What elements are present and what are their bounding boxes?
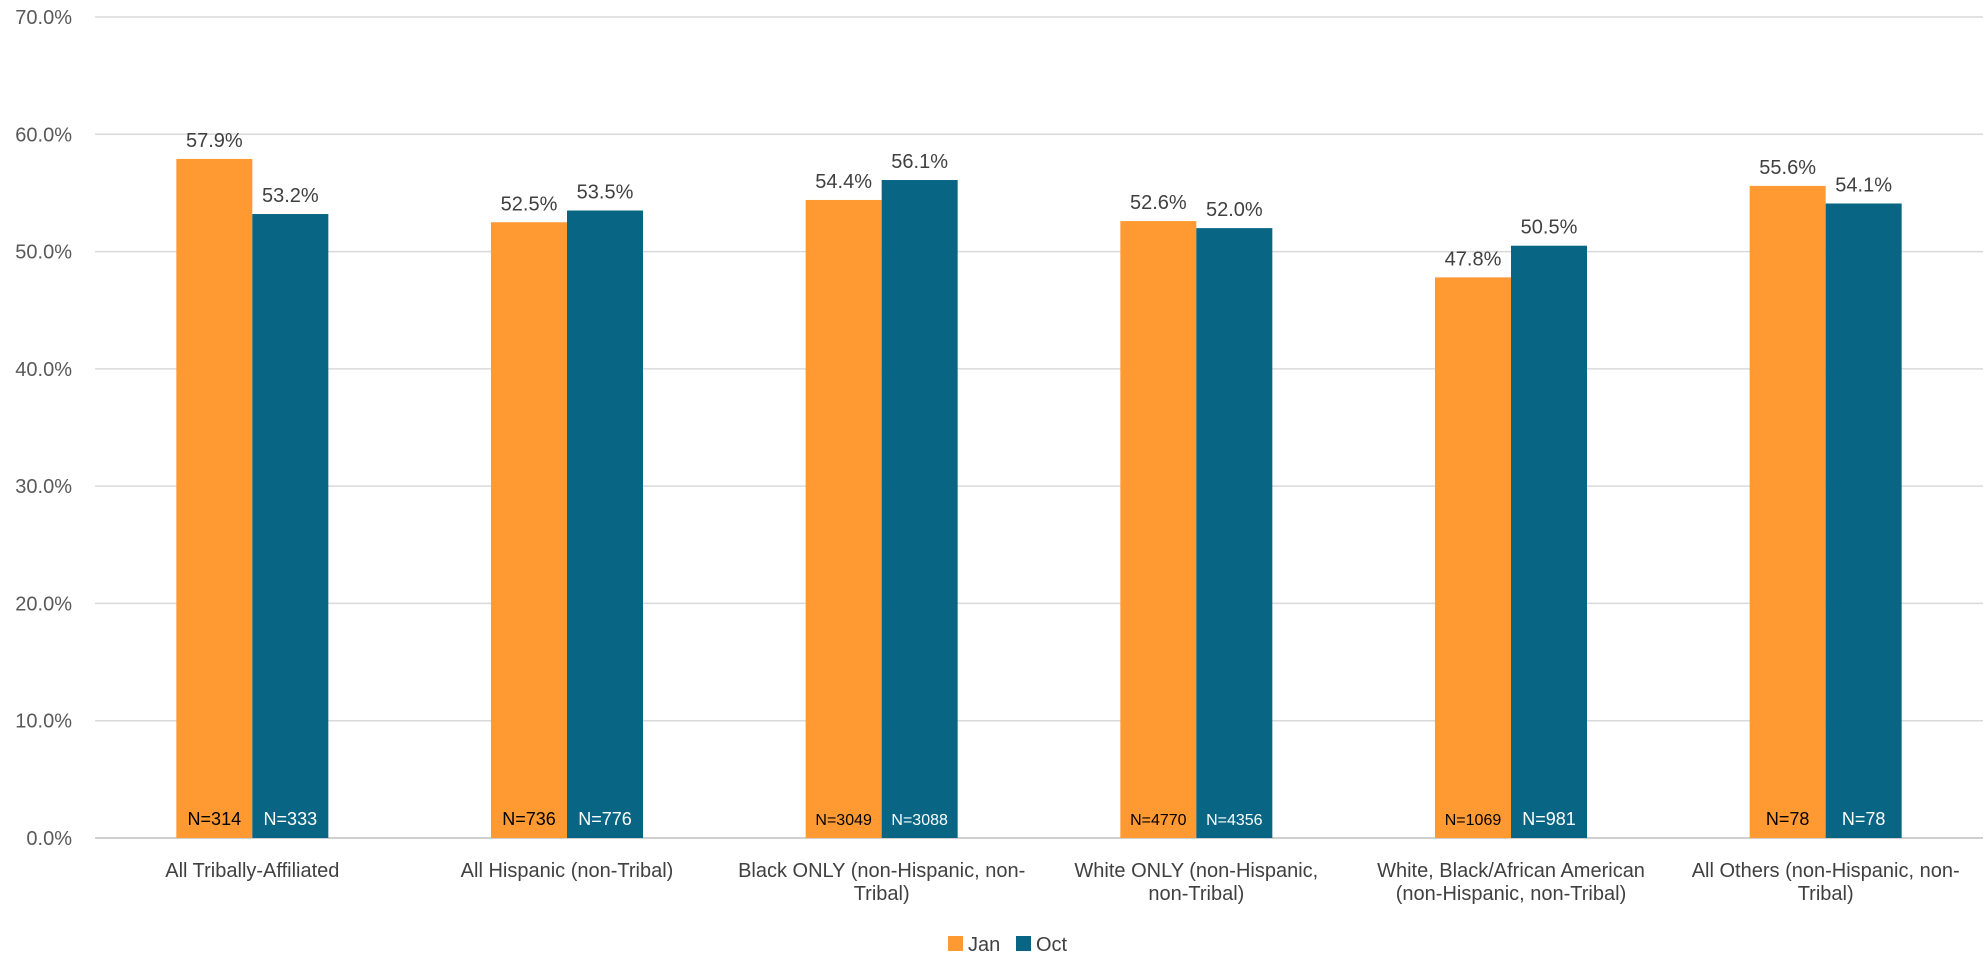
bar-oct <box>1511 245 1587 838</box>
n-label: N=776 <box>578 809 632 829</box>
n-label: N=4356 <box>1206 812 1263 829</box>
value-label: 53.5% <box>577 182 634 204</box>
y-tick-label: 70.0% <box>15 7 72 29</box>
bar-oct <box>252 214 329 839</box>
n-label: N=3049 <box>815 812 872 829</box>
category-label: Tribal) <box>1798 883 1854 905</box>
value-label: 57.9% <box>186 130 243 152</box>
value-label: 50.5% <box>1521 217 1578 239</box>
bar-oct <box>1825 203 1902 839</box>
n-label: N=78 <box>1766 809 1810 829</box>
bar-jan <box>176 158 253 838</box>
n-label: N=736 <box>502 809 556 829</box>
value-label: 52.0% <box>1206 199 1263 221</box>
y-tick-label: 50.0% <box>15 242 72 264</box>
y-tick-label: 40.0% <box>15 359 72 381</box>
bars <box>176 158 1902 839</box>
bar-jan <box>491 222 567 838</box>
gridlines <box>95 16 1983 839</box>
category-label: All Others (non-Hispanic, non- <box>1692 860 1960 882</box>
category-label: White, Black/African American <box>1377 860 1645 882</box>
legend-swatch-jan <box>948 936 963 951</box>
n-label: N=1069 <box>1445 812 1502 829</box>
legend-swatch-oct <box>1016 936 1031 951</box>
y-tick-label: 60.0% <box>15 124 72 146</box>
value-label: 52.6% <box>1130 192 1187 214</box>
value-label: 52.5% <box>501 193 558 215</box>
y-tick-label: 10.0% <box>15 711 72 733</box>
data-labels: 57.9% N=314 53.2% N=333 52.5% N=736 53.5% N=776… <box>186 130 1892 829</box>
y-axis-tick-labels: 0.0% 10.0% 20.0% 30.0% 40.0% 50.0% 60.0% 70.0% <box>15 7 72 850</box>
n-label: N=3088 <box>891 812 948 829</box>
n-label: N=981 <box>1522 809 1576 829</box>
y-tick-label: 0.0% <box>26 828 72 850</box>
legend-label-jan: Jan <box>968 934 1000 956</box>
bar-jan <box>1435 277 1511 839</box>
category-label: non-Tribal) <box>1148 883 1244 905</box>
category-label: (non-Hispanic, non-Tribal) <box>1396 883 1626 905</box>
category-label: All Hispanic (non-Tribal) <box>461 860 674 882</box>
bar-oct <box>1196 228 1273 839</box>
value-label: 47.8% <box>1445 248 1502 270</box>
x-axis-category-labels: All Tribally-Affiliated All Hispanic (non… <box>165 860 1959 905</box>
category-label: White ONLY (non-Hispanic, <box>1074 860 1318 882</box>
value-label: 54.4% <box>815 171 872 193</box>
n-label: N=333 <box>264 809 318 829</box>
value-label: 53.2% <box>262 185 319 207</box>
value-label: 54.1% <box>1835 174 1892 196</box>
legend: Jan Oct <box>948 934 1068 956</box>
bar-oct <box>567 210 643 838</box>
category-label: All Tribally-Affiliated <box>165 860 339 882</box>
bar-jan <box>1749 185 1826 839</box>
bar-oct <box>881 180 958 838</box>
category-label: Tribal) <box>854 883 910 905</box>
value-label: 55.6% <box>1759 157 1816 179</box>
y-tick-label: 30.0% <box>15 476 72 498</box>
n-label: N=78 <box>1842 809 1886 829</box>
legend-label-oct: Oct <box>1036 934 1068 956</box>
n-label: N=4770 <box>1130 812 1187 829</box>
y-tick-label: 20.0% <box>15 593 72 615</box>
category-label: Black ONLY (non-Hispanic, non- <box>738 860 1025 882</box>
n-label: N=314 <box>188 809 242 829</box>
value-label: 56.1% <box>891 151 948 173</box>
bar-jan <box>1120 221 1197 838</box>
bar-jan <box>805 199 882 839</box>
